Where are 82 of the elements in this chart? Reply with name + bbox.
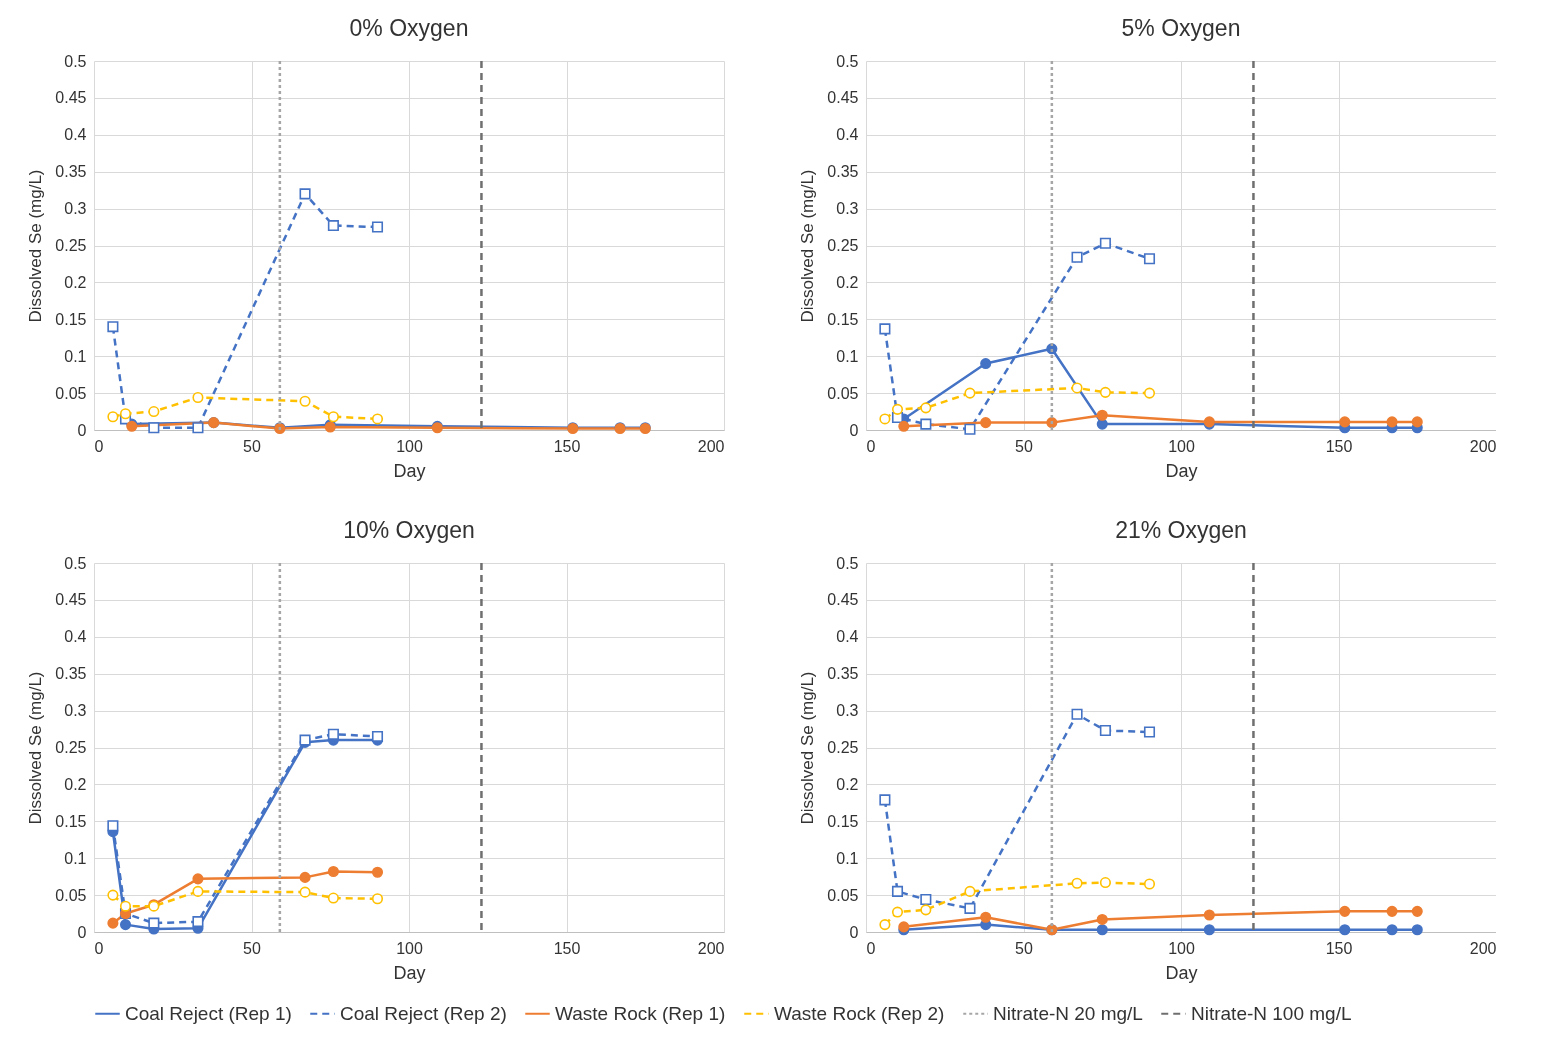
y-tick-label: 0.3 (836, 702, 859, 720)
y-tick-label: 0.2 (836, 273, 859, 291)
x-axis-title: Day (1165, 460, 1198, 481)
y-tick-label: 0.2 (836, 775, 859, 793)
y-tick-label: 0.3 (64, 702, 87, 720)
y-tick-label: 0.15 (55, 812, 87, 830)
y-tick-label: 0.5 (836, 554, 859, 572)
y-axis-title: Dissolved Se (mg/L) (798, 169, 818, 323)
y-tick-label: 0.5 (64, 554, 87, 572)
x-tick-label: 50 (1015, 437, 1033, 455)
x-tick-label: 200 (697, 939, 725, 957)
y-tick-label: 0.35 (55, 163, 87, 181)
y-axis-title: Dissolved Se (mg/L) (26, 671, 46, 825)
y-tick-label: 0.5 (836, 52, 859, 70)
y-tick-label: 0.3 (836, 200, 859, 218)
y-tick-label: 0.05 (827, 886, 859, 904)
x-tick-label: 100 (1168, 939, 1195, 957)
legend-label: Coal Reject (Rep 1) (125, 1002, 292, 1024)
x-tick-label: 200 (1469, 939, 1497, 957)
x-tick-label: 0 (866, 939, 876, 957)
y-tick-label: 0.05 (55, 886, 87, 904)
y-tick-label: 0 (77, 421, 87, 439)
y-tick-label: 0.05 (827, 384, 859, 402)
y-tick-label: 0.1 (64, 849, 87, 867)
y-tick-label: 0 (849, 421, 859, 439)
y-axis-title: Dissolved Se (mg/L) (26, 169, 46, 323)
x-tick-label: 200 (697, 437, 725, 455)
y-tick-label: 0 (77, 923, 87, 941)
legend-label: Waste Rock (Rep 1) (555, 1002, 726, 1024)
y-tick-label: 0.4 (64, 628, 87, 646)
y-tick-label: 0.25 (827, 739, 859, 756)
x-tick-label: 0 (94, 437, 104, 455)
x-tick-label: 150 (1325, 939, 1353, 957)
y-tick-label: 0.25 (827, 237, 859, 254)
y-tick-label: 0.3 (64, 200, 87, 218)
y-tick-label: 0.5 (64, 52, 87, 70)
chart-title: 0% Oxygen (349, 15, 469, 41)
y-tick-label: 0.45 (827, 591, 859, 609)
y-tick-label: 0.15 (827, 812, 859, 830)
x-tick-label: 150 (1325, 437, 1353, 455)
chart-title: 5% Oxygen (1121, 15, 1241, 41)
x-axis-title: Day (393, 962, 426, 983)
y-tick-label: 0.25 (55, 237, 87, 254)
y-tick-label: 0.15 (55, 310, 87, 328)
y-tick-label: 0.15 (827, 310, 859, 328)
x-tick-label: 150 (553, 939, 581, 957)
chart-title: 21% Oxygen (1115, 517, 1247, 543)
y-tick-label: 0.4 (836, 126, 859, 144)
y-tick-label: 0.1 (836, 849, 859, 867)
y-tick-label: 0.35 (827, 163, 859, 181)
legend-label: Waste Rock (Rep 2) (774, 1002, 945, 1024)
x-tick-label: 0 (94, 939, 104, 957)
x-tick-label: 50 (243, 939, 261, 957)
y-tick-label: 0.35 (827, 665, 859, 683)
y-tick-label: 0.1 (64, 347, 87, 365)
y-tick-label: 0.4 (64, 126, 87, 144)
y-tick-label: 0.35 (55, 665, 87, 683)
y-tick-label: 0.1 (836, 347, 859, 365)
x-tick-label: 100 (396, 939, 423, 957)
chart-title: 10% Oxygen (343, 517, 475, 543)
y-tick-label: 0.4 (836, 628, 859, 646)
x-tick-label: 0 (866, 437, 876, 455)
y-tick-label: 0.05 (55, 384, 87, 402)
y-tick-label: 0.45 (55, 591, 87, 609)
x-tick-label: 100 (1168, 437, 1195, 455)
x-tick-label: 100 (396, 437, 423, 455)
x-axis-title: Day (393, 460, 426, 481)
y-tick-label: 0 (849, 923, 859, 941)
x-tick-label: 200 (1469, 437, 1497, 455)
x-tick-label: 150 (553, 437, 581, 455)
x-tick-label: 50 (1015, 939, 1033, 957)
legend-label: Coal Reject (Rep 2) (340, 1002, 507, 1024)
legend-label: Nitrate-N 100 mg/L (1191, 1002, 1352, 1024)
y-tick-label: 0.25 (55, 739, 87, 756)
y-tick-label: 0.2 (64, 273, 87, 291)
y-tick-label: 0.45 (827, 89, 859, 107)
y-tick-label: 0.2 (64, 775, 87, 793)
x-axis-title: Day (1165, 962, 1198, 983)
legend-label: Nitrate-N 20 mg/L (993, 1002, 1143, 1024)
y-axis-title: Dissolved Se (mg/L) (798, 671, 818, 825)
x-tick-label: 50 (243, 437, 261, 455)
y-tick-label: 0.45 (55, 89, 87, 107)
